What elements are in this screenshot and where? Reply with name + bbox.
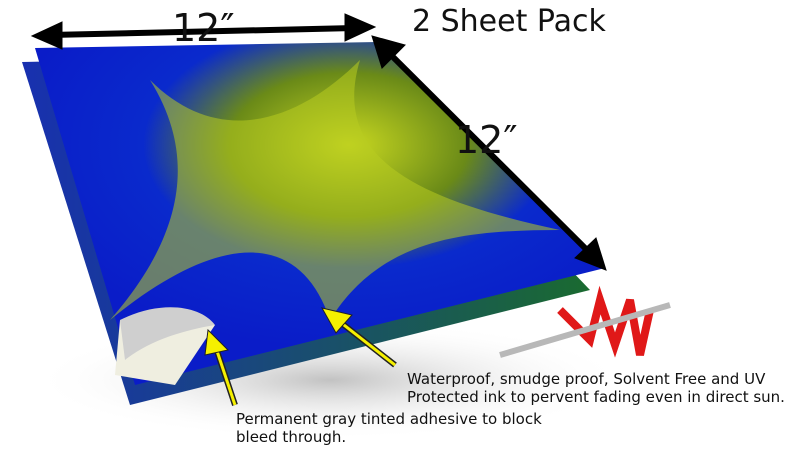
callout-arrow-adhesive [204,328,238,406]
brand-logo [499,285,671,358]
dimension-arrow-height [371,35,607,271]
title: 2 Sheet Pack [412,4,606,39]
swirl-pattern [110,60,560,320]
ink-callout-text: Waterproof, smudge proof, Solvent Free a… [407,370,785,406]
width-label: 12″ [172,6,235,50]
callout-arrow-ink [321,307,397,368]
height-label: 12″ [455,118,518,162]
dimension-arrow-width [30,13,377,50]
adhesive-callout-text: Permanent gray tinted adhesive to block … [236,410,542,446]
peeled-corner [120,307,215,360]
